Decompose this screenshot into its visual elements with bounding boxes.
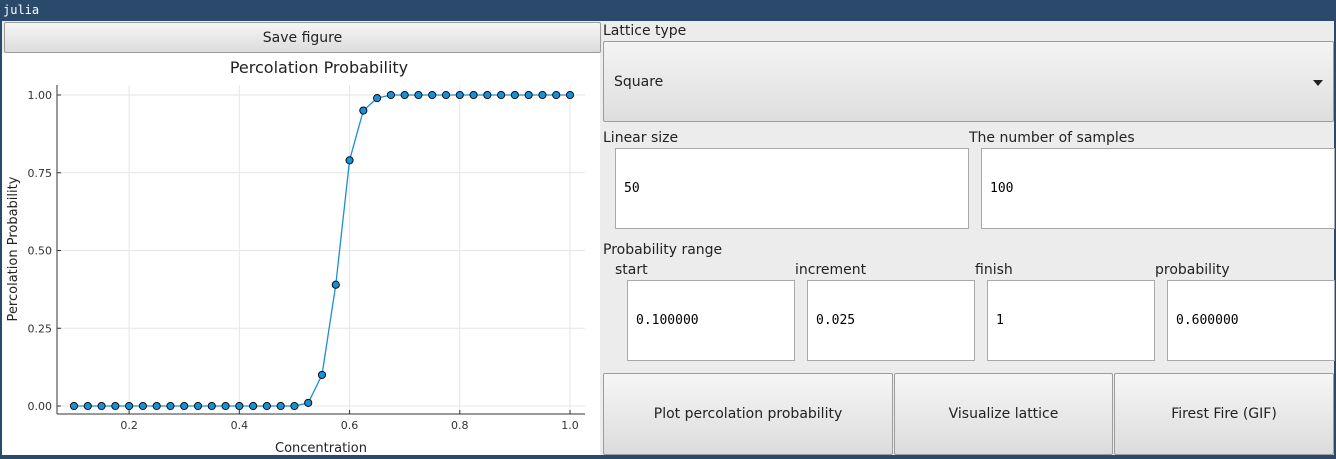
forest-fire-gif-button[interactable]: Firest Fire (GIF) — [1114, 373, 1334, 455]
x-tick-label: 1.0 — [561, 419, 579, 432]
lattice-type-label: Lattice type — [603, 23, 687, 39]
data-point — [138, 401, 147, 411]
increment-field[interactable]: 0.025 — [807, 280, 975, 361]
data-point — [152, 401, 161, 411]
data-point — [400, 90, 409, 100]
start-field[interactable]: 0.100000 — [627, 280, 795, 361]
data-point — [317, 370, 327, 379]
y-tick-label: 0.75 — [28, 167, 53, 180]
data-point — [221, 401, 230, 411]
data-point — [428, 90, 437, 100]
data-point — [166, 401, 175, 411]
data-point — [455, 90, 464, 100]
data-point — [304, 398, 313, 407]
data-point — [276, 401, 285, 411]
data-point — [345, 156, 354, 165]
linear-size-field[interactable]: 50 — [615, 148, 969, 229]
data-point — [414, 90, 423, 100]
visualize-lattice-button[interactable]: Visualize lattice — [894, 373, 1113, 455]
y-tick-label: 1.00 — [28, 89, 53, 102]
x-tick-label: 0.4 — [231, 419, 249, 432]
data-point — [111, 401, 120, 411]
data-point — [83, 401, 92, 411]
data-point — [180, 401, 189, 411]
data-point — [497, 90, 506, 100]
data-point — [207, 401, 216, 411]
chart-grid — [57, 85, 585, 414]
chart-ticks: 0.2 0.4 0.6 0.8 1.0 0.00 0.25 0.50 0.75 1.00 — [28, 89, 579, 432]
increment-label: increment — [795, 262, 867, 278]
probability-label: probability — [1155, 262, 1230, 278]
chart-series — [69, 90, 575, 411]
y-tick-label: 0.00 — [28, 400, 53, 413]
data-point — [193, 401, 203, 411]
data-point — [69, 401, 79, 411]
chart-ylabel: Percolation Probability — [6, 176, 21, 321]
data-point — [125, 401, 134, 411]
data-point — [510, 90, 519, 100]
data-point — [373, 94, 382, 103]
save-figure-button[interactable]: Save figure — [4, 22, 601, 53]
data-point — [235, 401, 244, 411]
chart-axes — [56, 85, 585, 415]
data-point — [483, 90, 492, 100]
data-point — [262, 401, 271, 411]
data-point — [552, 90, 561, 100]
plot-pane: 0.2 0.4 0.6 0.8 1.0 0.00 0.25 0.50 0.75 1.00 Perc… — [2, 53, 600, 456]
x-tick-label: 0.2 — [120, 419, 138, 432]
chart-title: Percolation Probability — [230, 58, 408, 77]
x-tick-label: 0.6 — [341, 419, 359, 432]
window-title: julia — [3, 3, 40, 17]
data-point — [538, 90, 547, 100]
linear-size-label: Linear size — [603, 130, 679, 146]
lattice-type-value: Square — [614, 73, 664, 90]
y-tick-label: 0.50 — [28, 245, 53, 258]
probability-range-label: Probability range — [603, 242, 723, 258]
window-titlebar: julia — [0, 0, 1336, 20]
data-point — [524, 90, 533, 100]
probability-field[interactable]: 0.600000 — [1167, 280, 1335, 361]
samples-field[interactable]: 100 — [981, 148, 1335, 229]
data-point — [97, 401, 106, 411]
data-point — [331, 280, 340, 289]
x-tick-label: 0.8 — [451, 419, 469, 432]
data-point — [469, 90, 478, 100]
lattice-type-dropdown[interactable]: Square — [603, 41, 1334, 122]
data-point — [359, 106, 368, 115]
plot-percolation-button[interactable]: Plot percolation probability — [603, 373, 893, 455]
percolation-chart: 0.2 0.4 0.6 0.8 1.0 0.00 0.25 0.50 0.75 1.00 Perc… — [6, 58, 585, 456]
data-point — [386, 90, 395, 100]
data-point — [249, 401, 258, 411]
chart-xlabel: Concentration — [275, 441, 367, 455]
data-point — [290, 401, 299, 411]
chevron-down-icon — [1313, 80, 1323, 86]
finish-field[interactable]: 1 — [987, 280, 1155, 361]
finish-label: finish — [975, 262, 1013, 278]
y-tick-label: 0.25 — [28, 322, 53, 335]
start-label: start — [615, 262, 648, 278]
data-point — [441, 90, 451, 100]
data-point — [565, 90, 575, 100]
samples-label: The number of samples — [969, 130, 1135, 146]
